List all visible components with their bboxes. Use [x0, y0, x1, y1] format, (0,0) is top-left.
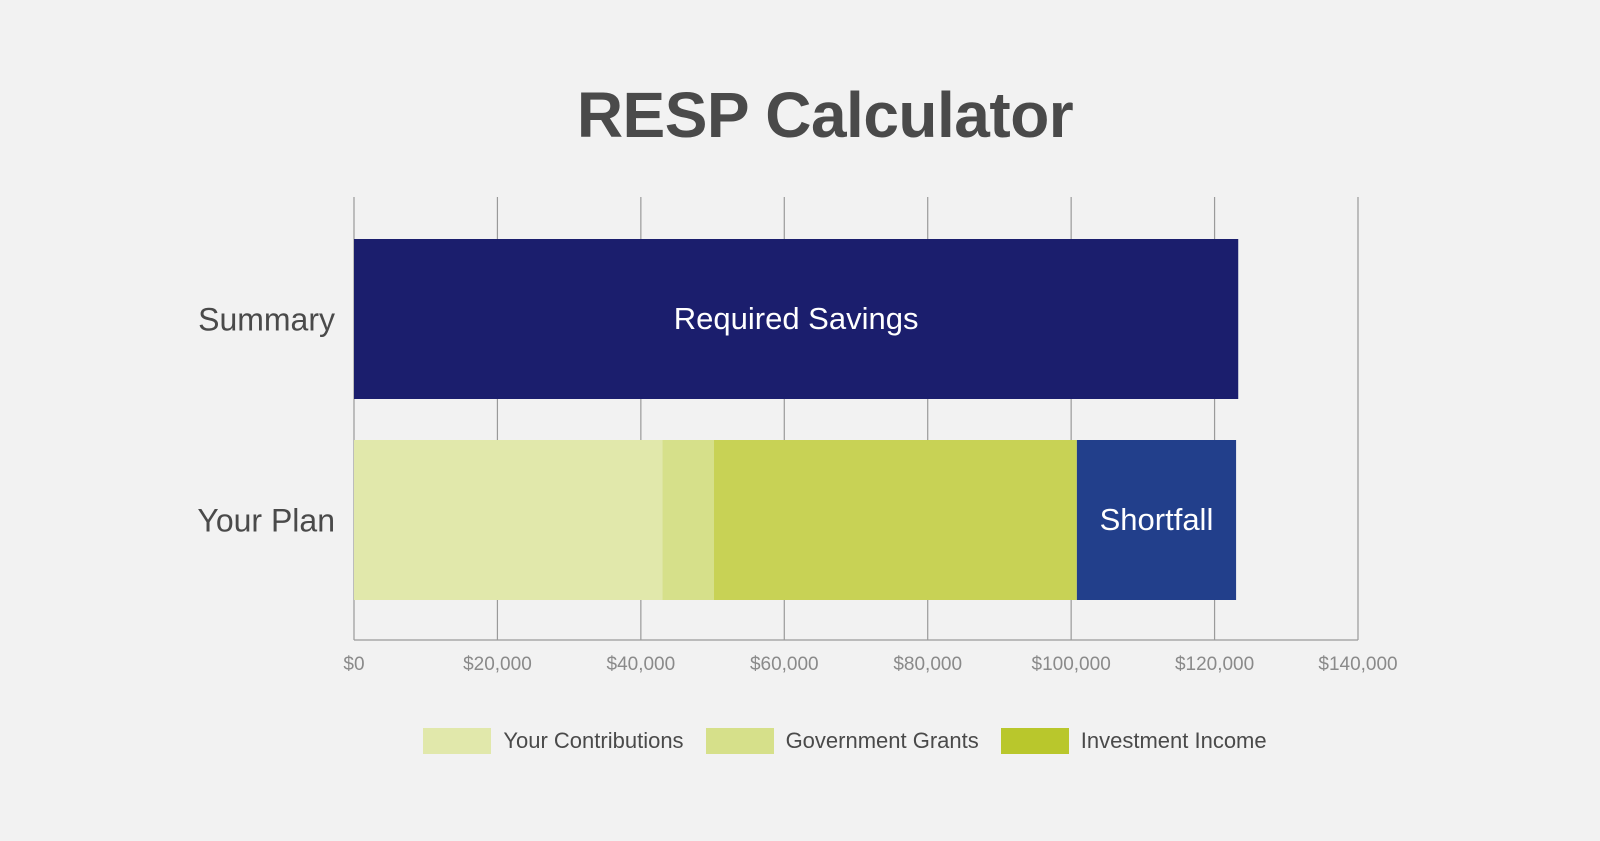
- bar-segment: [662, 440, 715, 600]
- bar-segment: [714, 440, 1077, 600]
- category-label: Your Plan: [197, 502, 335, 538]
- bar-segment: [354, 239, 1239, 399]
- x-tick-label: $140,000: [1318, 654, 1397, 675]
- legend-item: Government Grants: [705, 728, 979, 754]
- legend-swatch: [423, 728, 492, 754]
- legend-label: Government Grants: [785, 728, 979, 753]
- bar-label: Shortfall: [1100, 502, 1214, 537]
- x-tick-label: $80,000: [893, 654, 962, 675]
- x-axis-tick-labels: $0 $20,000 $40,000 $60,000 $80,000 $100,000 $1…: [343, 654, 1397, 675]
- legend-label: Your Contributions: [503, 728, 684, 753]
- legend-item: Investment Income: [1000, 728, 1267, 754]
- category-label: Summary: [198, 301, 335, 337]
- chart-title: RESP Calculator: [576, 79, 1074, 151]
- x-tick-label: $120,000: [1175, 654, 1254, 675]
- bar-segment: [354, 440, 663, 600]
- bar-labels: Required Savings Shortfall: [674, 301, 1214, 537]
- legend: Your Contributions Government Grants Inves…: [0, 728, 1600, 754]
- bar-label: Required Savings: [674, 301, 919, 336]
- x-tick-label: $100,000: [1032, 654, 1111, 675]
- x-tick-label: $0: [343, 654, 364, 675]
- legend-label: Investment Income: [1080, 728, 1267, 753]
- x-tick-label: $20,000: [463, 654, 532, 675]
- category-labels: Summary Your Plan: [197, 301, 335, 538]
- legend-swatch: [1000, 728, 1069, 754]
- legend-swatch: [705, 728, 774, 754]
- x-tick-label: $40,000: [607, 654, 676, 675]
- x-tick-label: $60,000: [750, 654, 819, 675]
- legend-item: Your Contributions: [423, 728, 684, 754]
- bars: [354, 239, 1239, 600]
- bar-segment: [1076, 440, 1237, 600]
